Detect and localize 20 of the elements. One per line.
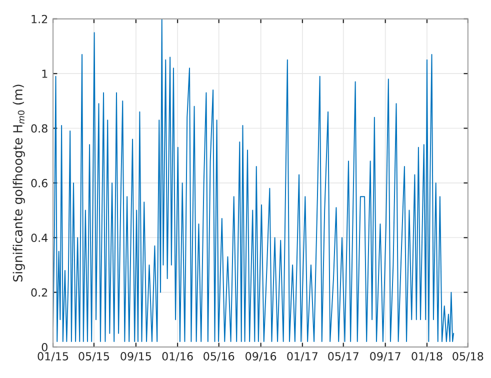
x-tick-label: 09/15 [120, 352, 151, 362]
y-tick-label: 0.4 [31, 234, 48, 242]
x-tick-label: 05/16 [204, 352, 234, 362]
y-tick-label: 0.2 [31, 288, 48, 297]
x-tick-label: 01/17 [287, 352, 318, 362]
x-tick-label: 05/15 [78, 352, 110, 362]
x-tick-label: 05/17 [328, 352, 358, 362]
x-tick-label: 05/18 [452, 352, 484, 362]
x-tick-label: 01/16 [162, 352, 193, 362]
x-tick-label: 01/15 [38, 352, 68, 362]
y-tick-label: 0.6 [31, 178, 48, 188]
x-tick-label: 09/16 [246, 352, 276, 362]
y-tick-label: 1.2 [32, 14, 48, 24]
y-tick-label: 0 [42, 342, 48, 352]
y-tick-label: 1 [42, 70, 48, 78]
x-tick-label: 09/17 [370, 352, 400, 362]
line-series [53, 18, 454, 342]
y-axis-title: Significante golfhoogte H$_{m0}$ (m) [12, 84, 25, 282]
y-tick-label: 0.8 [31, 124, 48, 133]
x-tick-label: 01/18 [412, 352, 442, 362]
